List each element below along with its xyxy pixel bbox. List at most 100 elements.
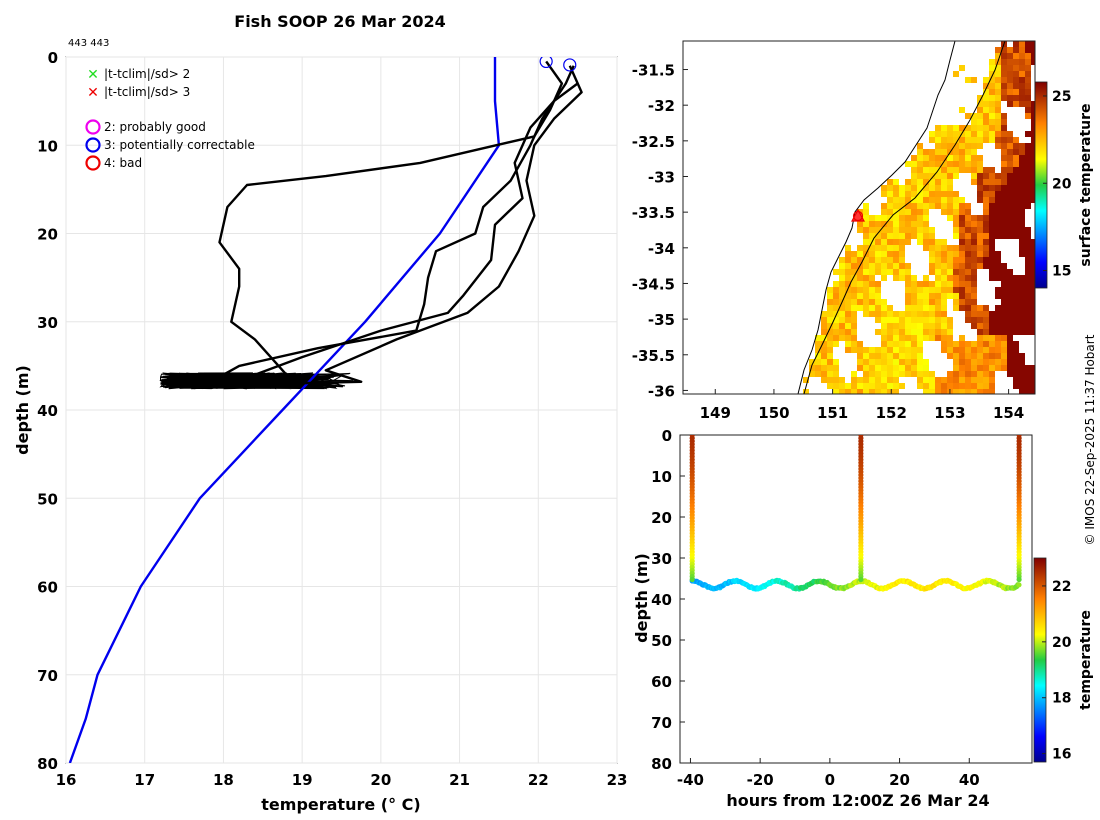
sst-cell xyxy=(899,197,905,203)
sst-cell xyxy=(905,281,911,287)
sst-cell xyxy=(911,185,917,191)
sst-cell xyxy=(845,293,851,299)
sst-cell xyxy=(875,389,881,394)
series-cast-4 xyxy=(160,65,583,385)
sst-cell xyxy=(935,185,941,191)
sst-cell xyxy=(977,143,983,149)
sst-cell xyxy=(1025,167,1031,173)
sst-cell xyxy=(857,341,863,347)
sst-cell xyxy=(899,227,905,233)
sst-cell xyxy=(851,269,857,275)
sst-cell xyxy=(995,179,1001,185)
lon-tick-label: 153 xyxy=(934,404,965,422)
sst-cell xyxy=(893,323,899,329)
sst-cell xyxy=(839,305,845,311)
sst-cell xyxy=(1031,371,1035,377)
sst-cell xyxy=(965,251,971,257)
sst-cell xyxy=(983,245,989,251)
sst-cell xyxy=(989,269,995,275)
qc-marker-correctable xyxy=(563,58,577,72)
sst-cell xyxy=(899,383,905,389)
sst-cell xyxy=(965,341,971,347)
sst-cell xyxy=(989,263,995,269)
y-tick-label: 20 xyxy=(37,226,58,244)
sst-cell xyxy=(869,227,875,233)
sst-cell xyxy=(1001,179,1007,185)
sst-cell xyxy=(1025,149,1031,155)
sst-cell xyxy=(917,299,923,305)
sst-cell xyxy=(1007,71,1013,77)
sst-cell xyxy=(947,347,953,353)
sst-cell xyxy=(1025,311,1031,317)
sst-cell xyxy=(905,203,911,209)
sst-cell xyxy=(875,317,881,323)
hour-tick-label: 20 xyxy=(889,771,910,789)
sst-cell xyxy=(887,263,893,269)
sst-cell xyxy=(881,347,887,353)
sst-cell xyxy=(983,335,989,341)
sst-cell xyxy=(1001,263,1007,269)
sst-cell xyxy=(875,311,881,317)
sst-cell xyxy=(941,293,947,299)
sst-cell xyxy=(1007,281,1013,287)
sst-cell xyxy=(1019,323,1025,329)
sst-cell xyxy=(1007,329,1013,335)
sst-cell xyxy=(827,371,833,377)
x-tick-label: 16 xyxy=(56,771,77,789)
sst-cell xyxy=(1007,353,1013,359)
sst-cell xyxy=(989,215,995,221)
hour-tick-label: 40 xyxy=(959,771,980,789)
sst-cell xyxy=(845,347,851,353)
sst-cell xyxy=(983,305,989,311)
sst-cell xyxy=(965,317,971,323)
sst-cell xyxy=(989,65,995,71)
sst-cell xyxy=(1007,359,1013,365)
sst-cell xyxy=(995,323,1001,329)
sst-cell xyxy=(827,365,833,371)
sst-cell xyxy=(833,269,839,275)
sst-cell xyxy=(977,113,983,119)
sst-cell xyxy=(995,275,1001,281)
sst-cell xyxy=(977,191,983,197)
sst-cell xyxy=(917,335,923,341)
sst-cell xyxy=(887,323,893,329)
sst-cell xyxy=(1007,215,1013,221)
profile-x-ticks: 16 17 18 19 20 21 22 23 xyxy=(56,771,628,789)
sst-cell xyxy=(863,293,869,299)
profile-chart: 16 17 18 19 20 21 22 23 0 10 20 30 40 50 60 70 80 tempe… xyxy=(13,49,627,814)
sst-cell xyxy=(995,335,1001,341)
sst-cell xyxy=(929,317,935,323)
sst-cell xyxy=(893,353,899,359)
sst-cell xyxy=(893,215,899,221)
sst-cell xyxy=(917,305,923,311)
sst-cell xyxy=(863,221,869,227)
sst-cell xyxy=(995,269,1001,275)
shelf-contour xyxy=(803,41,1006,394)
sst-cell xyxy=(917,191,923,197)
sst-cell xyxy=(1013,341,1019,347)
sst-cell xyxy=(947,281,953,287)
sst-cell xyxy=(1013,365,1019,371)
sst-cell xyxy=(995,311,1001,317)
sst-cell xyxy=(983,179,989,185)
sst-cell xyxy=(959,281,965,287)
sst-cell xyxy=(947,323,953,329)
sst-cell xyxy=(839,257,845,263)
y-tick-label: 10 xyxy=(37,137,58,155)
sst-cell xyxy=(1007,209,1013,215)
sst-cell xyxy=(953,155,959,161)
sst-cell xyxy=(953,233,959,239)
sst-cell xyxy=(1001,47,1007,53)
sst-cell xyxy=(821,317,827,323)
sst-cell xyxy=(911,329,917,335)
sst-cell xyxy=(905,191,911,197)
sst-cell xyxy=(851,329,857,335)
sst-cell xyxy=(1007,371,1013,377)
sst-cell xyxy=(827,311,833,317)
sst-cell xyxy=(995,287,1001,293)
sst-cell xyxy=(971,131,977,137)
sst-cell xyxy=(1025,83,1031,89)
sst-map: 149 150 151 152 153 154 -31.5 -32 -32.5 -33 -33.5… xyxy=(632,40,1094,422)
sst-cell xyxy=(941,167,947,173)
